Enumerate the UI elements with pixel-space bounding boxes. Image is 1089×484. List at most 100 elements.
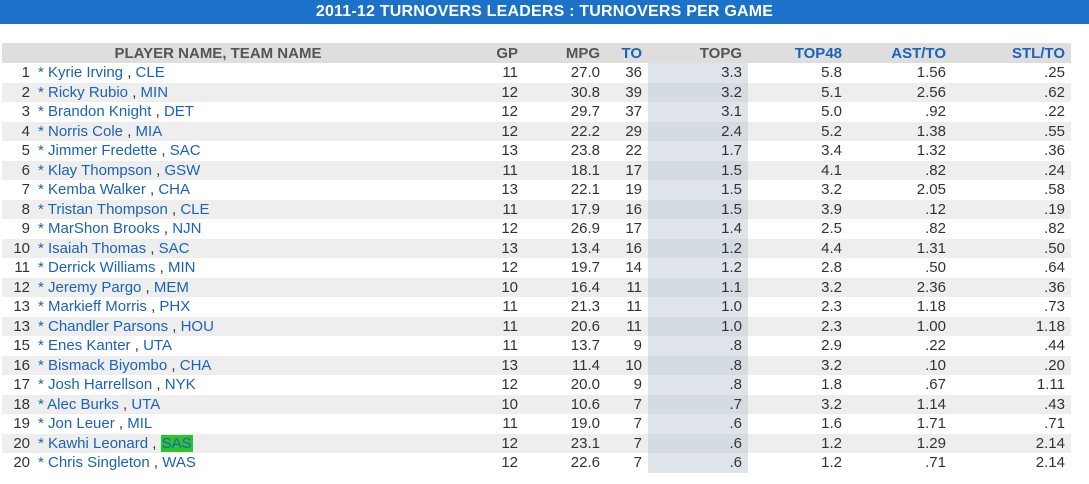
team-link[interactable]: SAC [169,142,201,160]
table-row: 15 * Enes Kanter , UTA 11 13.7 9.8 2.9.22.44 [2,336,1071,356]
gp-cell: 11 [434,199,524,219]
to-cell: 39 [606,82,648,102]
player-link[interactable]: * Isaiah Thomas [38,239,147,257]
to-cell: 11 [606,277,648,297]
column-header-gp[interactable]: GP [434,43,524,63]
player-link[interactable]: * Jimmer Fredette [38,142,158,160]
team-link[interactable]: SAS [160,434,193,452]
team-link[interactable]: WAS [162,454,196,472]
stl-to-cell: .71 [952,414,1071,434]
table-row: 20 * Kawhi Leonard , SAS 12 23.1 7.6 1.2 1.29 2… [2,433,1071,453]
player-link[interactable]: * MarShon Brooks [38,220,160,238]
player-link[interactable]: * Jeremy Pargo [38,278,142,296]
mpg-cell: 29.7 [524,102,606,122]
rank-cell: 10 [2,238,34,258]
team-link[interactable]: MIN [168,259,196,277]
stl-to-cell: .50 [952,238,1071,258]
player-link[interactable]: * Josh Harrellson [38,376,153,394]
player-link[interactable]: * Chandler Parsons [38,317,169,335]
ast-to-cell: .50 [848,258,952,278]
to-cell: 29 [606,121,648,141]
stl-to-cell: 1.11 [952,375,1071,395]
topg-cell: 1.2 [648,258,748,278]
team-link[interactable]: CLE [180,200,210,218]
player-link[interactable]: * Klay Thompson [38,161,152,179]
team-link[interactable]: NYK [164,376,196,394]
table-header-row: PLAYER NAME, TEAM NAME GP MPG TO TOPG TO… [2,43,1071,63]
player-link[interactable]: * Derrick Williams [38,259,156,277]
player-link[interactable]: * Norris Cole [38,122,124,140]
topg-cell: .6 [648,433,748,453]
column-header-stl-to[interactable]: STL/TO [952,43,1071,63]
team-link[interactable]: MIL [127,415,153,433]
team-link[interactable]: PHX [159,298,191,316]
column-header-ast-to[interactable]: AST/TO [848,43,952,63]
team-link[interactable]: MIA [135,122,163,140]
player-link[interactable]: * Markieff Morris [38,298,147,316]
column-header-mpg[interactable]: MPG [524,43,606,63]
column-header-topg[interactable]: TOPG [648,43,748,63]
gp-cell: 12 [434,375,524,395]
topg-cell: 1.5 [648,199,748,219]
player-link[interactable]: * Kyrie Irving [38,64,124,82]
table-row: 3 * Brandon Knight , DET 12 29.7 37 3.1 5.0.92… [2,102,1071,122]
column-header-to[interactable]: TO [606,43,648,63]
ast-to-cell: 1.14 [848,394,952,414]
table-row: 5 * Jimmer Fredette , SAC 13 23.8 22 1.7 3.4 1.… [2,141,1071,161]
mpg-cell: 11.4 [524,355,606,375]
ast-to-cell: .67 [848,375,952,395]
player-link[interactable]: * Brandon Knight [38,103,152,121]
table-row: 13 * Chandler Parsons , HOU 11 20.6 11 1.0 2.3… [2,316,1071,336]
stl-to-cell: .62 [952,82,1071,102]
team-link[interactable]: CHA [179,356,212,374]
ast-to-cell: 1.00 [848,316,952,336]
topg-cell: 1.7 [648,141,748,161]
team-link[interactable]: CLE [135,64,165,82]
player-cell: * Tristan Thompson , CLE [34,199,434,219]
team-link[interactable]: UTA [143,337,172,355]
player-link[interactable]: * Bismack Biyombo [38,356,168,374]
turnovers-leaders-table: PLAYER NAME, TEAM NAME GP MPG TO TOPG TO… [2,43,1071,473]
team-link[interactable]: MIN [140,83,169,101]
team-link[interactable]: NJN [172,220,202,238]
player-link[interactable]: * Alec Burks [38,395,119,413]
table-row: 17 * Josh Harrellson , NYK 12 20.0 9.8 1.8.67… [2,375,1071,395]
player-link[interactable]: * Chris Singleton [38,454,150,472]
team-link[interactable]: HOU [180,317,214,335]
topg-cell: 2.4 [648,121,748,141]
to-cell: 16 [606,238,648,258]
page-title: 2011-12 TURNOVERS LEADERS : TURNOVERS PE… [0,0,1089,24]
team-link[interactable]: SAC [158,239,190,257]
team-link[interactable]: CHA [158,181,190,199]
column-header-top48[interactable]: TOP48 [748,43,848,63]
topg-cell: 1.0 [648,297,748,317]
top48-cell: 1.2 [748,453,848,473]
player-cell: * Josh Harrellson , NYK [34,375,434,395]
team-link[interactable]: UTA [131,395,161,413]
top48-cell: 2.5 [748,219,848,239]
player-cell: * Chris Singleton , WAS [34,453,434,473]
player-link[interactable]: * Kemba Walker [38,181,146,199]
to-cell: 14 [606,258,648,278]
mpg-cell: 21.3 [524,297,606,317]
player-link[interactable]: * Enes Kanter [38,337,131,355]
ast-to-cell: 2.36 [848,277,952,297]
team-link[interactable]: MEM [153,278,189,296]
player-cell: * Ricky Rubio , MIN [34,82,434,102]
table-body: 1 * Kyrie Irving , CLE 11 27.0 36 3.3 5.8 1.56.… [2,63,1071,473]
stl-to-cell: .22 [952,102,1071,122]
player-cell: * Derrick Williams , MIN [34,258,434,278]
team-link[interactable]: DET [163,103,194,121]
player-link[interactable]: * Kawhi Leonard [38,434,149,452]
stl-to-cell: .36 [952,277,1071,297]
player-cell: * Alec Burks , UTA [34,394,434,414]
player-cell: * MarShon Brooks , NJN [34,219,434,239]
player-link[interactable]: * Tristan Thompson [38,200,168,218]
team-link[interactable]: GSW [164,161,201,179]
player-link[interactable]: * Jon Leuer [38,415,115,433]
player-cell: * Klay Thompson , GSW [34,160,434,180]
gp-cell: 10 [434,277,524,297]
player-link[interactable]: * Ricky Rubio [38,83,129,101]
rank-cell: 1 [2,63,34,83]
column-header-player[interactable]: PLAYER NAME, TEAM NAME [2,43,434,63]
